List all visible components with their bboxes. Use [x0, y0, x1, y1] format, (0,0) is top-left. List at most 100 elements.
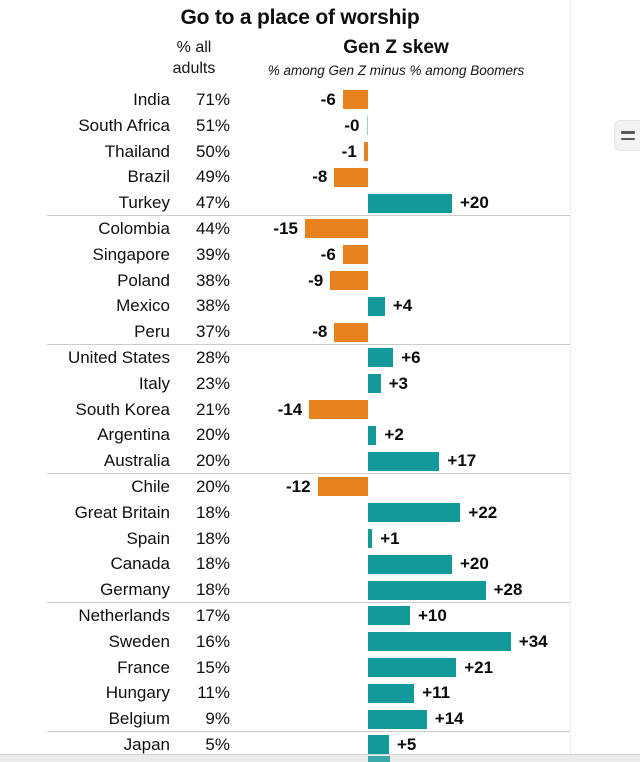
- menu-handle-button[interactable]: [614, 120, 640, 151]
- country-label: Spain: [126, 528, 170, 548]
- next-row-bar-fragment: [368, 756, 390, 762]
- country-row: Great Britain 18% +22: [0, 500, 640, 526]
- country-row: Colombia 44% -15: [0, 216, 640, 242]
- skew-value-label: +2: [384, 425, 404, 445]
- adults-pct-value: 9%: [205, 709, 230, 729]
- country-row: Germany 18% +28: [0, 577, 640, 603]
- adults-pct-value: 18%: [195, 502, 230, 522]
- country-row: Poland 38% -9: [0, 268, 640, 294]
- adults-pct-value: 37%: [195, 322, 230, 342]
- country-label: Chile: [131, 477, 170, 496]
- country-label: France: [117, 657, 170, 677]
- skew-value-label: -15: [273, 219, 298, 238]
- skew-bar: [368, 735, 389, 755]
- column-header-adults-line2: adults: [172, 60, 216, 77]
- skew-bar: [368, 606, 410, 626]
- country-row: Spain 18% +1: [0, 526, 640, 552]
- group-divider: [47, 215, 570, 216]
- skew-value-label: +21: [464, 657, 494, 677]
- skew-value-label: +6: [401, 348, 421, 367]
- adults-pct-value: 20%: [195, 477, 230, 496]
- skew-subtitle: % among Gen Z minus % among Boomers: [267, 63, 525, 78]
- adults-pct-value: 39%: [195, 244, 230, 264]
- skew-bar: [309, 399, 368, 419]
- adults-pct-value: 20%: [195, 425, 230, 445]
- group-divider: [47, 602, 570, 603]
- country-label: Germany: [100, 580, 170, 600]
- skew-bar: [330, 270, 368, 290]
- group-divider: [47, 344, 570, 345]
- country-row: Argentina 20% +2: [0, 422, 640, 448]
- bottom-cropped-row-band: [0, 754, 640, 762]
- skew-bar: [363, 141, 368, 161]
- skew-value-label: -8: [312, 167, 328, 187]
- country-label: Poland: [117, 270, 170, 290]
- country-row: United States 28% +6: [0, 345, 640, 371]
- country-row: Brazil 49% -8: [0, 164, 640, 190]
- column-header-adults-line1: % all: [176, 39, 212, 56]
- country-label: Peru: [134, 322, 170, 342]
- skew-bar: [334, 322, 368, 342]
- skew-bar: [368, 683, 415, 703]
- skew-value-label: +20: [460, 554, 489, 574]
- skew-value-label: +1: [380, 528, 400, 548]
- skew-value-label: -1: [341, 141, 357, 161]
- adults-pct-value: 16%: [195, 631, 230, 651]
- country-label: Mexico: [116, 296, 170, 316]
- country-row: Sweden 16% +34: [0, 629, 640, 655]
- skew-bar: [368, 580, 486, 600]
- adults-pct-value: 49%: [195, 167, 230, 187]
- country-row: Belgium 9% +14: [0, 706, 640, 732]
- adults-pct-value: 21%: [195, 399, 230, 419]
- country-row: Australia 20% +17: [0, 448, 640, 474]
- adults-pct-value: 18%: [195, 580, 230, 600]
- adults-pct-value: 50%: [195, 141, 230, 161]
- skew-value-label: +34: [518, 631, 548, 651]
- skew-value-label: +3: [388, 373, 408, 393]
- skew-value-label: +10: [418, 606, 447, 625]
- country-label: South Africa: [78, 115, 170, 135]
- country-row: Canada 18% +20: [0, 551, 640, 577]
- skew-value-label: -12: [286, 477, 311, 496]
- country-label: Italy: [138, 373, 170, 393]
- skew-bar: [368, 528, 373, 548]
- country-row: Italy 23% +3: [0, 371, 640, 397]
- skew-bar: [368, 503, 461, 523]
- skew-value-label: +5: [397, 735, 417, 754]
- skew-value-label: +20: [460, 193, 489, 213]
- skew-value-label: +28: [493, 580, 523, 600]
- skew-bar: [368, 554, 452, 574]
- adults-pct-value: 38%: [195, 296, 230, 316]
- skew-bar: [368, 193, 452, 213]
- adults-pct-value: 17%: [195, 606, 230, 625]
- country-label: Thailand: [104, 141, 170, 161]
- adults-pct-value: 11%: [197, 683, 230, 703]
- skew-value-label: -6: [320, 244, 336, 264]
- country-label: Australia: [103, 451, 170, 471]
- country-row: Chile 20% -12: [0, 474, 640, 500]
- skew-bar: [368, 374, 381, 394]
- adults-pct-value: 20%: [195, 451, 230, 471]
- country-label: Argentina: [97, 425, 170, 445]
- skew-bar: [342, 90, 368, 110]
- adults-pct-value: 23%: [195, 373, 230, 393]
- skew-bar: [368, 657, 457, 677]
- adults-pct-value: 38%: [195, 270, 230, 290]
- country-label: Great Britain: [74, 502, 170, 522]
- country-label: Turkey: [118, 193, 170, 213]
- country-label: United States: [67, 348, 170, 367]
- skew-value-label: -8: [312, 322, 328, 342]
- skew-bar: [342, 245, 368, 265]
- adults-pct-value: 18%: [195, 554, 230, 574]
- adults-pct-value: 51%: [195, 115, 230, 135]
- country-row: Peru 37% -8: [0, 319, 640, 345]
- skew-value-label: +17: [447, 451, 477, 471]
- group-divider: [47, 731, 570, 732]
- country-row: South Korea 21% -14: [0, 397, 640, 423]
- adults-pct-value: 47%: [195, 193, 230, 213]
- skew-bar: [368, 425, 377, 445]
- country-row: France 15% +21: [0, 655, 640, 681]
- skew-value-label: -9: [308, 270, 324, 290]
- skew-value-label: +11: [422, 683, 451, 703]
- country-label: Netherlands: [78, 606, 170, 625]
